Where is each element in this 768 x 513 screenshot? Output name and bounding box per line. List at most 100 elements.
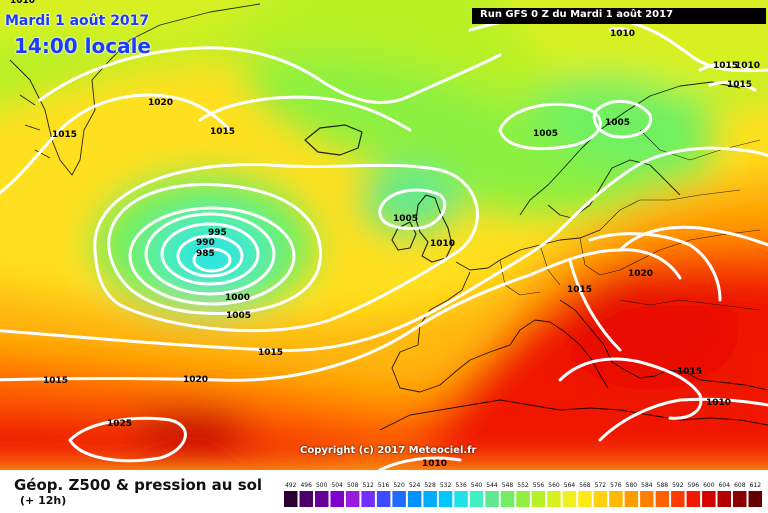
legend-value-label: 544 <box>486 482 498 489</box>
legend-value-label: 556 <box>533 482 545 489</box>
legend-value-label: 512 <box>362 482 374 489</box>
legend-value-label: 520 <box>393 482 405 489</box>
forecast-date: Mardi 1 août 2017 <box>5 13 150 29</box>
legend-color-swatch <box>531 491 546 507</box>
color-scale-legend: 492 496 500 504 508 512 516 520 524 528 532 536 540 5… <box>283 477 763 509</box>
isobar-label: 1005 <box>533 129 558 139</box>
legend-color-swatch <box>516 491 530 507</box>
legend-color-swatch <box>345 491 360 507</box>
isobar-label: 1000 <box>225 293 250 303</box>
legend-color-swatch <box>315 491 329 507</box>
legend-value-label: 528 <box>424 482 436 489</box>
isobar-label: 1005 <box>393 214 418 224</box>
legend-value-label: 548 <box>502 482 514 489</box>
legend-color-swatch <box>299 491 313 507</box>
legend-value-label: 576 <box>610 482 622 489</box>
legend-color-swatch <box>609 491 623 507</box>
legend-color-swatch <box>624 491 639 507</box>
legend-color-swatch <box>485 491 499 507</box>
legend-value-label: 600 <box>703 482 715 489</box>
copyright-notice: Copyright (c) 2017 Meteociel.fr <box>300 445 477 456</box>
isobar-label: 1010 <box>430 239 455 249</box>
legend-value-label: 560 <box>548 482 560 489</box>
legend-color-swatch <box>547 491 561 507</box>
legend-value-label: 572 <box>595 482 607 489</box>
isobar-label: 1015 <box>677 367 702 377</box>
legend-value-label: 524 <box>409 482 421 489</box>
run-info: Run GFS 0 Z du Mardi 1 août 2017 <box>480 9 674 20</box>
legend-value-label: 532 <box>440 482 452 489</box>
legend-color-swatch <box>578 491 592 507</box>
legend-color-swatch <box>640 491 654 507</box>
legend-color-swatch <box>392 491 406 507</box>
isobar-label: 1015 <box>713 61 738 71</box>
isobar-label: 990 <box>196 238 215 248</box>
coastlines <box>9 3 768 431</box>
legend-color-swatch <box>562 491 577 507</box>
legend-value-label: 592 <box>672 482 684 489</box>
legend-color-swatch <box>407 491 422 507</box>
isobar-label: 1015 <box>52 130 77 140</box>
legend-color-swatch <box>361 491 375 507</box>
legend-color-swatch <box>284 491 298 507</box>
legend-value-label: 496 <box>300 482 312 489</box>
isobar-label: 1025 <box>107 419 132 429</box>
legend-color-swatch <box>330 491 344 507</box>
legend-color-swatch <box>376 491 391 507</box>
legend-color-swatch <box>686 491 701 507</box>
legend-color-swatch <box>717 491 731 507</box>
legend-value-label: 516 <box>378 482 390 489</box>
run-info-box <box>472 8 766 24</box>
geopotential-map: 1010 1020 1015 1015 1005 1005 1015 1015 … <box>0 0 768 470</box>
forecast-local-time: 14:00 locale <box>14 34 151 58</box>
isobar-label: 1005 <box>226 311 251 321</box>
isobar-label: 1020 <box>628 269 653 279</box>
legend-value-label: 508 <box>347 482 359 489</box>
legend-value-label: 584 <box>641 482 653 489</box>
legend-color-swatch <box>733 491 747 507</box>
isobar-label: 1015 <box>210 127 235 137</box>
map-title: Géop. Z500 & pression au sol <box>14 476 263 494</box>
legend-value-label: 564 <box>564 482 576 489</box>
legend-value-label: 536 <box>455 482 467 489</box>
legend-color-swatch <box>500 491 515 507</box>
legend-value-label: 552 <box>517 482 529 489</box>
legend-value-label: 492 <box>285 482 297 489</box>
legend-value-label: 500 <box>316 482 328 489</box>
isobar-label: 1010 <box>610 29 635 39</box>
isobar-label: 1015 <box>43 376 68 386</box>
legend-color-swatch <box>469 491 484 507</box>
legend-value-label: 612 <box>750 482 762 489</box>
legend-color-swatch <box>671 491 685 507</box>
isobar-label: 1015 <box>567 285 592 295</box>
legend-color-swatch <box>702 491 716 507</box>
isobar-label: 1020 <box>148 98 173 108</box>
isobar-label: 1015 <box>727 80 752 90</box>
legend-color-swatch <box>423 491 437 507</box>
isobar-label: 1010 <box>422 459 447 469</box>
legend-color-swatch <box>454 491 468 507</box>
legend-value-label: 580 <box>626 482 638 489</box>
pressure-labels: 1010 1020 1015 1015 1005 1005 1015 1015 … <box>10 0 760 469</box>
legend-color-swatch <box>438 491 453 507</box>
isobar-label: 1005 <box>605 118 630 128</box>
legend-color-swatch <box>593 491 608 507</box>
legend-value-label: 604 <box>719 482 731 489</box>
legend-value-label: 568 <box>579 482 591 489</box>
isobar-label: 1020 <box>183 375 208 385</box>
forecast-lead-time: (+ 12h) <box>20 494 67 507</box>
isobar-label: 1010 <box>10 0 35 6</box>
legend-value-label: 588 <box>657 482 669 489</box>
isobar-label: 985 <box>196 249 215 259</box>
legend-value-label: 608 <box>734 482 746 489</box>
legend-value-label: 540 <box>471 482 483 489</box>
legend-value-label: 596 <box>688 482 700 489</box>
legend-color-swatch <box>655 491 670 507</box>
isobar-label: 1010 <box>706 398 731 408</box>
isobar-label: 995 <box>208 228 227 238</box>
legend-color-swatch <box>748 491 762 507</box>
isobar-label: 1010 <box>735 61 760 71</box>
isobar-label: 1015 <box>258 348 283 358</box>
legend-value-label: 504 <box>331 482 343 489</box>
